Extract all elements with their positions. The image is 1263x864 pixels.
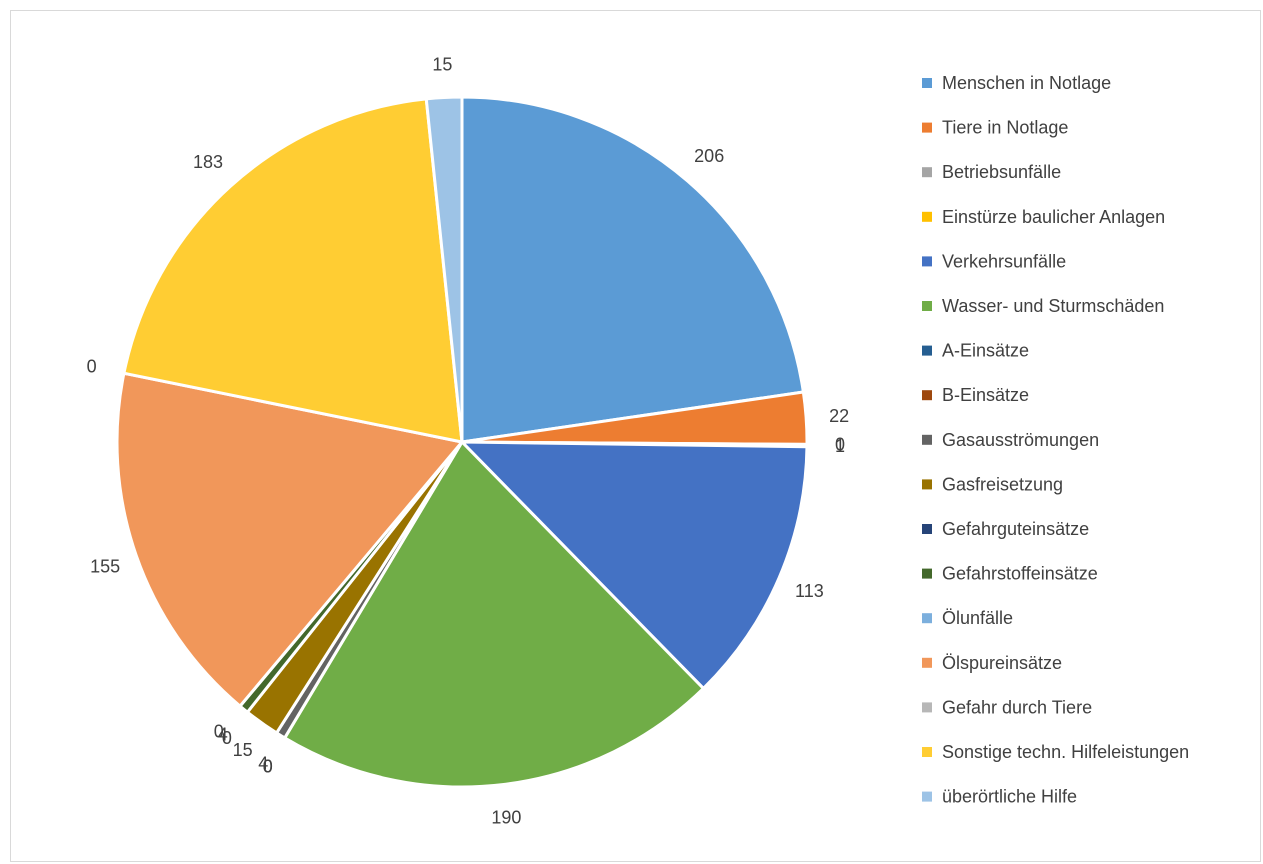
data-label-b-einsatze: 0 [263,756,273,776]
legend-label: Gefahrstoffeinsätze [942,564,1098,584]
data-label-gefahrstoffeinsatze: 4 [218,725,228,745]
legend-swatch [922,434,932,445]
data-label-tiere-in-notlage: 22 [829,406,849,426]
data-label-verkehrsunfalle: 113 [795,581,824,601]
pie-slice-verkehrsunfalle [460,440,809,690]
legend-item-olunfalle: Ölunfälle [922,608,1013,628]
legend-item-olspureinsatze: Ölspureinsätze [922,653,1062,673]
legend-item-einsturze-baulicher-anlagen: Einstürze baulicher Anlagen [922,207,1165,227]
legend-item-gefahr-durch-tiere: Gefahr durch Tiere [922,697,1092,717]
legend-item-sonstige-techn-hilfeleistungen: Sonstige techn. Hilfeleistungen [922,742,1189,762]
legend-label: Gefahrguteinsätze [942,519,1089,539]
legend-label: Ölspureinsätze [942,653,1062,673]
data-label-gasausstromungen: 4 [258,754,268,774]
legend-item-gasausstromungen: Gasausströmungen [922,430,1099,450]
pie-slice-wasser-und-sturmschaden [283,440,705,789]
data-label-a-einsatze: 0 [263,756,273,776]
legend-swatch [922,747,932,757]
legend-swatch [922,568,932,579]
data-label-betriebsunfalle: 0 [835,435,845,455]
pie-slice-uberortliche-hilfe [424,95,464,444]
pie-slice-menschen-in-notlage [460,95,805,444]
legend-label: A-Einsätze [942,341,1029,361]
legend-item-gefahrstoffeinsatze: Gefahrstoffeinsätze [922,564,1098,584]
legend-label: Menschen in Notlage [942,73,1111,93]
legend-swatch [922,791,932,802]
data-label-wasser-und-sturmschaden: 190 [491,807,521,827]
pie-slice-olspureinsatze [115,371,464,708]
legend-item-betriebsunfalle: Betriebsunfälle [922,162,1061,182]
legend-swatch [922,78,932,88]
legend-swatch [922,613,932,624]
legend: Menschen in Notlage Tiere in Notlage Betri… [922,73,1189,807]
legend-swatch [922,479,932,490]
legend-swatch [922,301,932,311]
legend-label: Gefahr durch Tiere [942,697,1092,717]
legend-label: Wasser- und Sturmschäden [942,296,1164,316]
legend-label: Gasfreisetzung [942,474,1063,494]
legend-item-wasser-und-sturmschaden: Wasser- und Sturmschäden [922,296,1164,316]
legend-swatch [922,122,932,133]
data-label-gasfreisetzung: 15 [233,740,253,760]
legend-item-verkehrsunfalle: Verkehrsunfälle [922,251,1066,271]
legend-label: Sonstige techn. Hilfeleistungen [942,742,1189,762]
legend-label: Tiere in Notlage [942,118,1068,138]
legend-swatch [922,211,932,222]
legend-item-a-einsatze: A-Einsätze [922,341,1029,361]
legend-swatch [922,702,932,713]
legend-item-uberortliche-hilfe: überörtliche Hilfe [922,787,1077,807]
legend-item-gefahrguteinsatze: Gefahrguteinsätze [922,519,1089,539]
legend-label: Gasausströmungen [942,430,1099,450]
legend-item-gasfreisetzung: Gasfreisetzung [922,474,1063,494]
legend-swatch [922,657,932,668]
legend-item-tiere-in-notlage: Tiere in Notlage [922,118,1068,138]
legend-label: B-Einsätze [942,385,1029,405]
chart-frame: 206 22 0 1 113 190 0 0 4 15 0 4 0 155 0 183 15 Menschen i… [10,10,1261,862]
legend-swatch [922,167,932,178]
legend-label: überörtliche Hilfe [942,787,1077,807]
data-label-olunfalle: 0 [214,721,224,741]
data-label-sonstige-techn-hilfeleistungen: 183 [193,152,223,172]
legend-item-b-einsatze: B-Einsätze [922,385,1029,405]
legend-item-menschen-in-notlage: Menschen in Notlage [922,73,1111,93]
data-label-gefahrguteinsatze: 0 [222,728,232,748]
data-label-menschen-in-notlage: 206 [694,146,724,166]
pie-slice-sonstige-techn-hilfeleistungen [122,97,464,444]
data-label-gefahr-durch-tiere: 0 [87,357,97,377]
data-label-einsturze-baulicher-anlagen: 1 [835,436,845,456]
legend-label: Betriebsunfälle [942,162,1061,182]
legend-swatch [922,345,932,356]
legend-swatch [922,524,932,534]
legend-swatch [922,256,932,267]
legend-label: Einstürze baulicher Anlagen [942,207,1165,227]
legend-swatch [922,390,932,401]
data-label-olspureinsatze: 155 [90,557,120,577]
legend-label: Verkehrsunfälle [942,251,1066,271]
data-label-uberortliche-hilfe: 15 [432,55,452,75]
pie-slices [115,95,809,789]
legend-label: Ölunfälle [942,608,1013,628]
